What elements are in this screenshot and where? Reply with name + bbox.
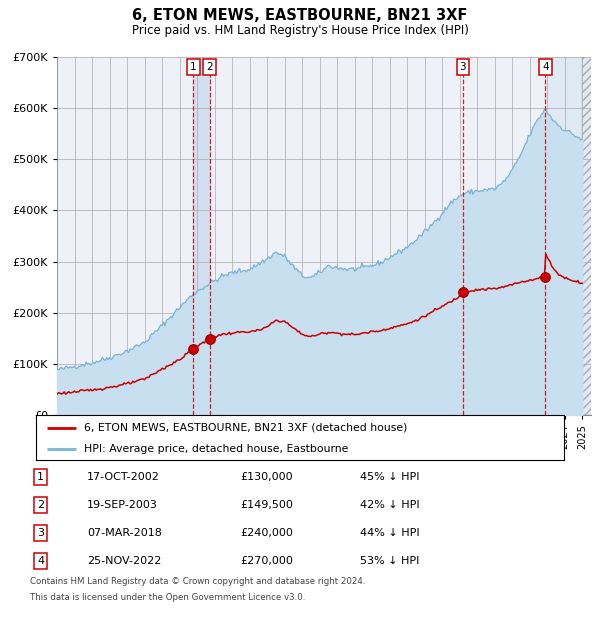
Text: £130,000: £130,000 xyxy=(240,472,293,482)
Text: £240,000: £240,000 xyxy=(240,528,293,538)
Text: 2: 2 xyxy=(37,500,44,510)
Bar xyxy=(582,57,600,415)
Text: 1: 1 xyxy=(190,62,197,72)
Text: Contains HM Land Registry data © Crown copyright and database right 2024.: Contains HM Land Registry data © Crown c… xyxy=(30,577,365,586)
Text: 17-OCT-2002: 17-OCT-2002 xyxy=(87,472,160,482)
Text: 1: 1 xyxy=(37,472,44,482)
Text: 45% ↓ HPI: 45% ↓ HPI xyxy=(360,472,419,482)
Text: This data is licensed under the Open Government Licence v3.0.: This data is licensed under the Open Gov… xyxy=(30,593,305,602)
Text: 6, ETON MEWS, EASTBOURNE, BN21 3XF: 6, ETON MEWS, EASTBOURNE, BN21 3XF xyxy=(133,8,467,23)
Text: 2: 2 xyxy=(206,62,213,72)
Bar xyxy=(582,57,600,415)
Text: 3: 3 xyxy=(460,62,466,72)
Text: 3: 3 xyxy=(37,528,44,538)
Text: 4: 4 xyxy=(37,556,44,566)
Text: 4: 4 xyxy=(542,62,549,72)
Bar xyxy=(545,57,600,415)
Text: £270,000: £270,000 xyxy=(240,556,293,566)
Text: Price paid vs. HM Land Registry's House Price Index (HPI): Price paid vs. HM Land Registry's House … xyxy=(131,24,469,37)
Text: 53% ↓ HPI: 53% ↓ HPI xyxy=(360,556,419,566)
Text: £149,500: £149,500 xyxy=(240,500,293,510)
Text: 42% ↓ HPI: 42% ↓ HPI xyxy=(360,500,419,510)
Text: HPI: Average price, detached house, Eastbourne: HPI: Average price, detached house, East… xyxy=(83,444,348,454)
Text: 07-MAR-2018: 07-MAR-2018 xyxy=(87,528,162,538)
Text: 44% ↓ HPI: 44% ↓ HPI xyxy=(360,528,419,538)
Text: 6, ETON MEWS, EASTBOURNE, BN21 3XF (detached house): 6, ETON MEWS, EASTBOURNE, BN21 3XF (deta… xyxy=(83,423,407,433)
Bar xyxy=(193,57,209,415)
Text: 25-NOV-2022: 25-NOV-2022 xyxy=(87,556,161,566)
Text: 19-SEP-2003: 19-SEP-2003 xyxy=(87,500,158,510)
